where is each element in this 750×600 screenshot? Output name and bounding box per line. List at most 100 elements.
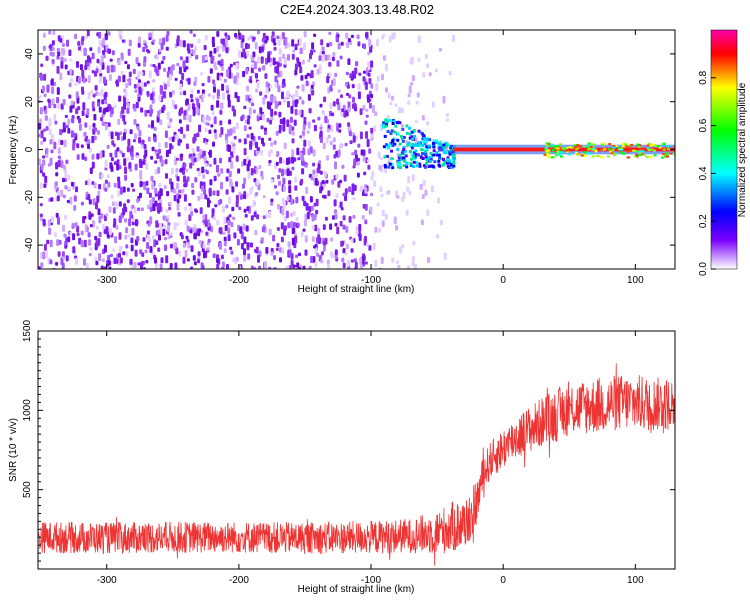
heatmap-cell (279, 70, 283, 78)
heatmap-cell (74, 82, 78, 86)
heatmap-cell (262, 195, 266, 199)
heatmap-cell (103, 107, 107, 113)
heatmap-cell (208, 163, 212, 167)
heatmap-cell (318, 71, 322, 75)
heatmap-cell (89, 167, 93, 174)
heatmap-cell (344, 82, 348, 87)
heatmap-cell (134, 133, 137, 140)
heatmap-cell (175, 135, 179, 140)
heatmap-cell (196, 98, 200, 106)
heatmap-cell (347, 38, 351, 43)
heatmap-cell (87, 143, 90, 149)
heatmap-cell (407, 176, 411, 184)
heatmap-cell (275, 191, 279, 196)
heatmap-cell (303, 200, 307, 207)
heatmap-cell (401, 127, 405, 131)
heatmap-cell (74, 33, 78, 40)
heatmap-cell (61, 251, 65, 258)
heatmap-cell (413, 151, 416, 155)
heatmap-cell (81, 69, 85, 77)
heatmap-cell (368, 245, 372, 251)
heatmap-cell (314, 178, 318, 186)
heatmap-cell (380, 157, 384, 161)
heatmap-cell (334, 222, 338, 227)
heatmap-cell (153, 136, 157, 141)
heatmap-cell (332, 137, 336, 143)
heatmap-cell (437, 197, 440, 204)
heatmap-cell (353, 73, 356, 79)
heatmap-cell (138, 36, 141, 44)
heatmap-cell (429, 157, 433, 161)
heatmap-cell (325, 179, 329, 184)
colorbar-ticks: 0.00.20.40.60.8 (698, 70, 716, 276)
heatmap-cell (142, 237, 146, 242)
y-tick-label: -20 (24, 190, 35, 205)
heatmap-cell (327, 263, 330, 269)
heatmap-cell (590, 143, 594, 146)
heatmap-cell (417, 153, 420, 157)
heatmap-cell (452, 159, 456, 163)
heatmap-cell (446, 144, 450, 147)
heatmap-cell (204, 194, 208, 200)
heatmap-cell (180, 153, 184, 158)
heatmap-cell (323, 96, 327, 103)
heatmap-cell (154, 257, 157, 264)
heatmap-cell (51, 40, 55, 46)
heatmap-cell (426, 159, 430, 163)
heatmap-cell (152, 64, 156, 68)
heatmap-cell (128, 218, 132, 227)
heatmap-cell (349, 140, 353, 145)
heatmap-cell (334, 209, 337, 214)
heatmap-cell (354, 261, 358, 269)
heatmap-cell (177, 128, 181, 132)
heatmap-cell (368, 148, 372, 154)
heatmap-cell (67, 118, 71, 125)
heatmap-cell (365, 242, 369, 247)
heatmap-cell (48, 128, 52, 136)
heatmap-cell (198, 124, 202, 133)
heatmap-cell (49, 139, 53, 145)
heatmap-cell (253, 267, 257, 269)
heatmap-cell (82, 102, 86, 111)
heatmap-cell (81, 90, 85, 95)
heatmap-cell (273, 255, 276, 260)
heatmap-cell (267, 54, 271, 63)
heatmap-cell (91, 52, 95, 60)
heatmap-cell (101, 99, 105, 105)
heatmap-cell (294, 99, 298, 108)
heatmap-cell (452, 34, 455, 43)
heatmap-cell (126, 146, 130, 153)
heatmap-cell (283, 56, 287, 65)
heatmap-cell (166, 225, 170, 233)
heatmap-cell (417, 35, 421, 43)
heatmap-cell (228, 170, 232, 178)
heatmap-cell (178, 250, 182, 257)
heatmap-cell (126, 187, 130, 192)
heatmap-cell (610, 152, 614, 155)
heatmap-cell (414, 149, 418, 153)
heatmap-cell (42, 155, 46, 159)
heatmap-cell (258, 265, 262, 269)
heatmap-cell (587, 148, 591, 151)
heatmap-cell (380, 193, 384, 198)
heatmap-cell (547, 149, 551, 151)
heatmap-cell (551, 156, 555, 159)
heatmap-cell (200, 262, 204, 269)
heatmap-cell (673, 145, 675, 148)
heatmap-cell (142, 46, 146, 53)
heatmap-cell (373, 125, 377, 132)
heatmap-cell (195, 209, 198, 213)
heatmap-cell (297, 157, 301, 161)
heatmap-cell (166, 111, 170, 120)
heatmap-cell (263, 261, 267, 269)
heatmap-cell (382, 55, 386, 61)
heatmap-cell (48, 102, 52, 109)
heatmap-cell (382, 145, 386, 149)
heatmap-cell (273, 46, 277, 51)
heatmap-cell (165, 208, 169, 213)
heatmap-cell (174, 104, 178, 110)
heatmap-cell (163, 185, 167, 190)
heatmap-cell (131, 204, 135, 209)
heatmap-cell (146, 187, 150, 194)
heatmap-cell (396, 148, 400, 151)
